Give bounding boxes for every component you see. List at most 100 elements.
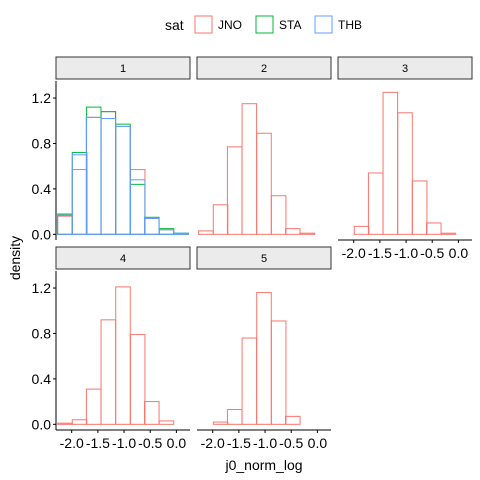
facet-strip [55,246,191,270]
legend-key-sta [255,15,274,34]
legend-label-jno: JNO [218,18,242,32]
x-tick-label: -1.0 [253,435,277,451]
facet-panels: 10.00.40.81.22 3-2.0 -1.5 -1.0 -0.5 0.040.00.… [32,56,473,451]
histogram-bar-jno [397,112,413,235]
histogram-bar-thb [85,116,102,235]
legend-title: sat [165,17,184,33]
histogram-bar-jno [129,334,146,425]
x-tick-label: -1.0 [112,435,136,451]
x-tick-label: -0.5 [138,435,162,451]
histogram-bar-jno [299,232,316,235]
x-tick-label: 0.0 [308,435,328,451]
x-axis-title: j0_norm_log [224,457,302,473]
y-axis-title: density [7,236,23,280]
histogram-bar-jno [256,292,272,425]
histogram-bar-sta [129,183,146,235]
histogram-bar-jno [285,228,301,235]
facet-panel-3: 3 -2.0 -1.5 -1.0 -0.5 0.0 [337,56,473,261]
histogram-bar-jno [226,146,243,235]
y-tick-label: 0.8 [32,135,52,151]
histogram-bar-thb [144,217,160,235]
histogram-bar-jno [285,415,301,425]
legend-key-thb [314,15,333,34]
histogram-bar-jno [270,320,287,425]
histogram-bar-jno [270,195,287,235]
facet-strip-label: 5 [261,253,267,265]
histogram-bar-jno [241,103,258,235]
histogram-bar-jno [85,116,102,235]
histogram-bar-jno [71,419,88,425]
histogram-bar-jno [100,111,117,235]
histogram-bar-thb [173,232,189,235]
facet-strip [55,56,191,80]
facet-strip [196,246,332,270]
histogram-bar-sta [100,111,117,235]
facet-panel-1: 1 0.0 0.4 0.8 1.2 [32,56,191,242]
histogram-bar-jno [57,422,73,425]
histogram-bar-jno [144,217,160,235]
legend-entry-sta: STA [255,15,301,34]
y-tick-label: 0.4 [32,181,52,197]
histogram-bar-jno [158,420,175,425]
histogram-bar-sta [115,123,131,235]
histogram-bar-thb [115,125,131,235]
facet-strip [337,56,473,80]
y-tick-label: 0.8 [32,325,52,341]
facet-panel-2: 2 [196,56,332,235]
facet-strip-label: 4 [120,253,126,265]
y-tick-label: 0.4 [32,371,52,387]
y-tick-label: 0.0 [32,416,52,432]
x-tick-label: -0.5 [279,435,303,451]
facet-strip [196,56,332,80]
histogram-bar-jno [353,225,370,235]
y-tick-label: 1.2 [32,90,52,106]
facet-strip-label: 3 [402,63,408,75]
legend-key-jno [194,15,213,34]
x-tick-label: -1.5 [368,245,392,261]
histogram-bar-jno [440,232,457,235]
facet-panel-5: 5 -2.0 -1.5 -1.0 -0.5 0.0 [196,246,332,451]
histogram-bar-jno [411,180,428,235]
y-tick-label: 0.0 [32,226,52,242]
histogram-bar-jno [426,222,442,235]
histogram-bar-sta [71,152,88,235]
histogram-bar-jno [71,169,88,235]
histogram-bar-thb [158,229,175,235]
x-tick-label: -1.0 [394,245,418,261]
histogram-bar-jno [226,409,243,425]
histogram-bar-jno [256,132,272,235]
histogram-bar-jno [115,125,131,235]
histogram-bar-jno [115,286,131,425]
x-tick-label: 0.0 [449,245,469,261]
histogram-bar-jno [241,337,258,425]
x-tick-label: -2.0 [342,245,366,261]
histogram-bar-thb [57,213,73,235]
legend-entry-thb: THB [314,15,362,34]
x-tick-label: -2.0 [60,435,84,451]
histogram-bar-jno [382,91,399,235]
histogram-bar-sta [144,216,160,235]
histogram-bar-jno [129,169,146,235]
histogram-bar-jno [57,215,73,235]
histogram-bar-jno [100,319,117,425]
histogram-bar-sta [85,106,102,235]
x-tick-label: -1.5 [227,435,251,451]
legend: sat JNO STA THB [165,15,362,34]
histogram-bar-thb [100,117,117,235]
facet-panel-4: 4 0.0 0.4 0.8 1.2 -2.0 -1.5 -1.0 -0.5 0.0 [32,246,191,451]
histogram-bar-jno [212,421,229,425]
x-tick-label: -2.0 [201,435,225,451]
facet-strip-label: 2 [261,63,267,75]
histogram-bar-jno [158,229,175,235]
x-tick-label: -1.5 [86,435,110,451]
histogram-bar-jno [144,401,160,425]
facet-strip-label: 1 [120,63,126,75]
histogram-bar-sta [57,214,73,235]
y-tick-label: 1.2 [32,280,52,296]
histogram-bar-jno [85,388,102,425]
histogram-bar-jno [367,172,384,235]
histogram-bar-jno [212,204,229,235]
x-tick-label: -0.5 [420,245,444,261]
histogram-bar-thb [71,154,88,235]
